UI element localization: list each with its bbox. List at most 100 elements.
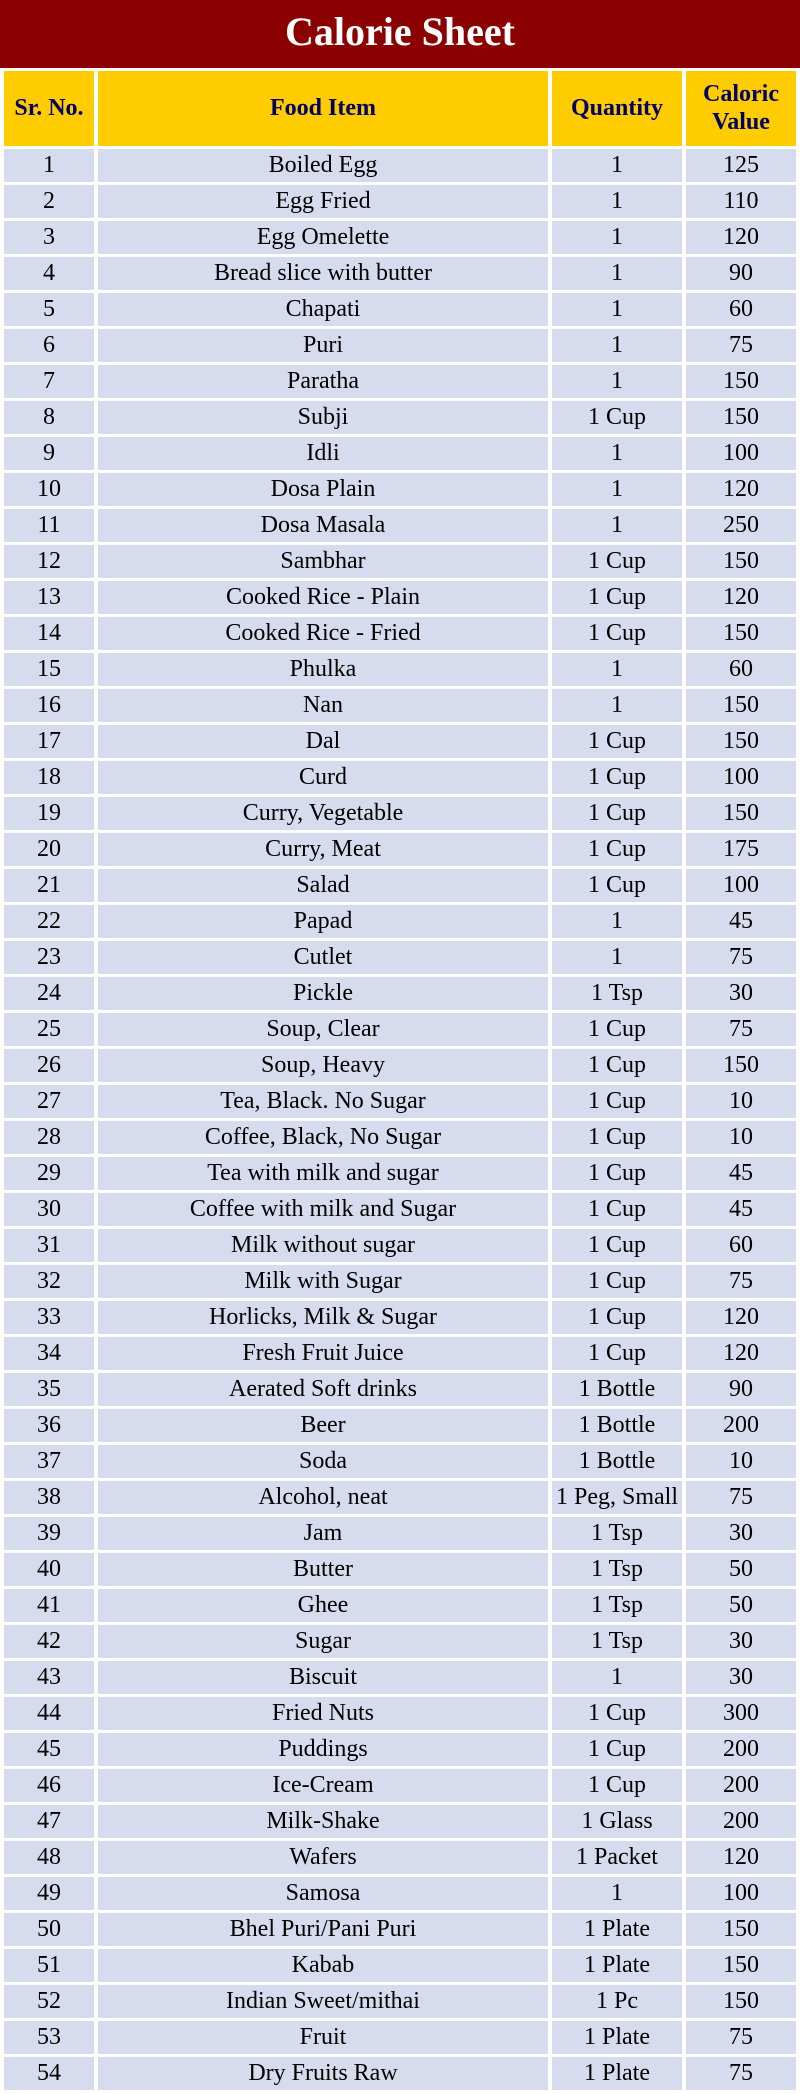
cell-cal: 90 bbox=[686, 257, 796, 290]
cell-food: Jam bbox=[98, 1517, 548, 1550]
cell-cal: 150 bbox=[686, 617, 796, 650]
cell-cal: 45 bbox=[686, 1157, 796, 1190]
cell-cal: 150 bbox=[686, 1985, 796, 2018]
cell-qty: 1 Cup bbox=[552, 1157, 682, 1190]
cell-food: Nan bbox=[98, 689, 548, 722]
cell-qty: 1 Cup bbox=[552, 1193, 682, 1226]
cell-cal: 30 bbox=[686, 977, 796, 1010]
cell-cal: 50 bbox=[686, 1553, 796, 1586]
cell-qty: 1 Cup bbox=[552, 581, 682, 614]
cell-food: Puri bbox=[98, 329, 548, 362]
table-row: 1Boiled Egg1125 bbox=[4, 149, 796, 182]
cell-sr: 33 bbox=[4, 1301, 94, 1334]
cell-food: Soup, Clear bbox=[98, 1013, 548, 1046]
table-row: 4Bread slice with butter190 bbox=[4, 257, 796, 290]
cell-sr: 4 bbox=[4, 257, 94, 290]
cell-food: Salad bbox=[98, 869, 548, 902]
cell-cal: 150 bbox=[686, 1049, 796, 1082]
cell-cal: 75 bbox=[686, 1265, 796, 1298]
table-row: 36Beer1 Bottle200 bbox=[4, 1409, 796, 1442]
cell-qty: 1 bbox=[552, 365, 682, 398]
cell-qty: 1 Cup bbox=[552, 761, 682, 794]
cell-food: Cooked Rice - Fried bbox=[98, 617, 548, 650]
cell-food: Egg Fried bbox=[98, 185, 548, 218]
cell-qty: 1 bbox=[552, 941, 682, 974]
cell-sr: 24 bbox=[4, 977, 94, 1010]
cell-food: Butter bbox=[98, 1553, 548, 1586]
table-row: 18Curd1 Cup100 bbox=[4, 761, 796, 794]
table-row: 15Phulka160 bbox=[4, 653, 796, 686]
cell-sr: 1 bbox=[4, 149, 94, 182]
col-header-cal: Caloric Value bbox=[686, 71, 796, 146]
table-row: 13Cooked Rice - Plain1 Cup120 bbox=[4, 581, 796, 614]
cell-qty: 1 Tsp bbox=[552, 1589, 682, 1622]
cell-food: Milk-Shake bbox=[98, 1805, 548, 1838]
cell-cal: 120 bbox=[686, 1301, 796, 1334]
table-row: 24Pickle1 Tsp30 bbox=[4, 977, 796, 1010]
cell-qty: 1 Cup bbox=[552, 725, 682, 758]
cell-qty: 1 bbox=[552, 509, 682, 542]
cell-food: Tea, Black. No Sugar bbox=[98, 1085, 548, 1118]
table-row: 43Biscuit130 bbox=[4, 1661, 796, 1694]
cell-sr: 47 bbox=[4, 1805, 94, 1838]
cell-cal: 30 bbox=[686, 1661, 796, 1694]
table-row: 20Curry, Meat1 Cup175 bbox=[4, 833, 796, 866]
cell-food: Alcohol, neat bbox=[98, 1481, 548, 1514]
cell-sr: 23 bbox=[4, 941, 94, 974]
cell-food: Milk with Sugar bbox=[98, 1265, 548, 1298]
cell-cal: 120 bbox=[686, 1841, 796, 1874]
cell-cal: 10 bbox=[686, 1085, 796, 1118]
table-row: 30Coffee with milk and Sugar1 Cup45 bbox=[4, 1193, 796, 1226]
cell-sr: 43 bbox=[4, 1661, 94, 1694]
cell-food: Egg Omelette bbox=[98, 221, 548, 254]
cell-cal: 60 bbox=[686, 653, 796, 686]
cell-sr: 10 bbox=[4, 473, 94, 506]
cell-food: Chapati bbox=[98, 293, 548, 326]
cell-sr: 44 bbox=[4, 1697, 94, 1730]
cell-sr: 5 bbox=[4, 293, 94, 326]
cell-sr: 20 bbox=[4, 833, 94, 866]
cell-food: Wafers bbox=[98, 1841, 548, 1874]
cell-sr: 9 bbox=[4, 437, 94, 470]
table-row: 17Dal1 Cup150 bbox=[4, 725, 796, 758]
cell-qty: 1 Cup bbox=[552, 1085, 682, 1118]
cell-food: Ghee bbox=[98, 1589, 548, 1622]
cell-cal: 60 bbox=[686, 1229, 796, 1262]
cell-food: Dal bbox=[98, 725, 548, 758]
table-row: 16Nan1150 bbox=[4, 689, 796, 722]
table-row: 49Samosa1100 bbox=[4, 1877, 796, 1910]
cell-sr: 31 bbox=[4, 1229, 94, 1262]
cell-cal: 150 bbox=[686, 1949, 796, 1982]
cell-food: Cutlet bbox=[98, 941, 548, 974]
cell-food: Horlicks, Milk & Sugar bbox=[98, 1301, 548, 1334]
cell-sr: 38 bbox=[4, 1481, 94, 1514]
cell-qty: 1 Cup bbox=[552, 833, 682, 866]
cell-cal: 10 bbox=[686, 1121, 796, 1154]
table-row: 35Aerated Soft drinks1 Bottle90 bbox=[4, 1373, 796, 1406]
cell-qty: 1 Cup bbox=[552, 545, 682, 578]
cell-qty: 1 Bottle bbox=[552, 1409, 682, 1442]
cell-qty: 1 bbox=[552, 1877, 682, 1910]
table-row: 14Cooked Rice - Fried1 Cup150 bbox=[4, 617, 796, 650]
cell-cal: 200 bbox=[686, 1409, 796, 1442]
cell-sr: 2 bbox=[4, 185, 94, 218]
cell-qty: 1 Plate bbox=[552, 1949, 682, 1982]
table-row: 42Sugar1 Tsp30 bbox=[4, 1625, 796, 1658]
col-header-food: Food Item bbox=[98, 71, 548, 146]
cell-food: Subji bbox=[98, 401, 548, 434]
cell-qty: 1 Tsp bbox=[552, 977, 682, 1010]
table-row: 6Puri175 bbox=[4, 329, 796, 362]
table-row: 26Soup, Heavy1 Cup150 bbox=[4, 1049, 796, 1082]
cell-cal: 30 bbox=[686, 1517, 796, 1550]
cell-qty: 1 bbox=[552, 293, 682, 326]
cell-cal: 200 bbox=[686, 1769, 796, 1802]
cell-qty: 1 Plate bbox=[552, 2021, 682, 2054]
cell-food: Curry, Meat bbox=[98, 833, 548, 866]
cell-qty: 1 bbox=[552, 653, 682, 686]
cell-cal: 150 bbox=[686, 1913, 796, 1946]
table-row: 40Butter1 Tsp50 bbox=[4, 1553, 796, 1586]
cell-qty: 1 Peg, Small bbox=[552, 1481, 682, 1514]
table-row: 39Jam1 Tsp30 bbox=[4, 1517, 796, 1550]
cell-cal: 150 bbox=[686, 689, 796, 722]
cell-food: Puddings bbox=[98, 1733, 548, 1766]
